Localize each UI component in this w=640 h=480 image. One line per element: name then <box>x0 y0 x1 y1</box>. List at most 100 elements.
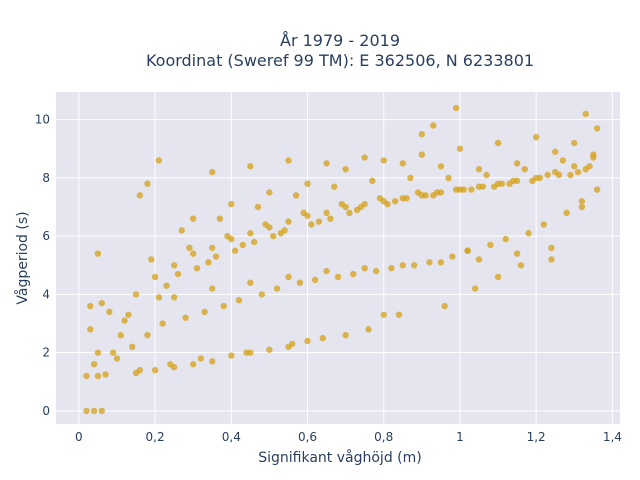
data-point <box>593 186 601 193</box>
data-point <box>403 195 410 202</box>
data-point <box>559 157 567 164</box>
data-point <box>102 371 109 378</box>
data-point <box>494 273 502 281</box>
data-point <box>365 326 372 333</box>
data-point <box>426 259 433 266</box>
data-point <box>407 174 414 182</box>
data-point <box>571 139 578 147</box>
data-point <box>235 297 243 304</box>
data-point <box>197 355 205 362</box>
data-points <box>83 104 601 415</box>
data-point <box>479 183 487 190</box>
data-point <box>327 215 334 222</box>
data-point <box>502 235 509 243</box>
data-point <box>87 326 94 333</box>
data-point <box>548 244 555 252</box>
data-point <box>372 267 380 275</box>
data-point <box>163 282 170 289</box>
data-point <box>189 361 197 368</box>
data-point <box>98 299 105 307</box>
data-point <box>170 262 178 269</box>
data-point <box>304 180 311 187</box>
data-point <box>125 311 132 318</box>
y-tick-label: 2 <box>42 346 50 360</box>
data-point <box>155 157 163 164</box>
x-tick-label: 0 <box>75 430 83 444</box>
x-tick-label: 0,6 <box>298 430 317 444</box>
data-point <box>83 407 90 415</box>
data-point <box>170 294 178 301</box>
data-point <box>571 163 578 170</box>
data-point <box>471 285 479 292</box>
data-point <box>380 157 387 164</box>
data-point <box>319 334 326 342</box>
data-point <box>132 369 140 377</box>
data-point <box>285 157 292 164</box>
data-point <box>98 407 105 415</box>
data-point <box>178 227 185 234</box>
data-point <box>460 186 467 193</box>
data-point <box>517 262 525 269</box>
data-point <box>254 203 262 211</box>
data-point <box>525 230 532 237</box>
y-tick-label: 10 <box>35 113 50 127</box>
data-point <box>475 256 483 263</box>
data-point <box>437 163 445 170</box>
data-point <box>155 294 163 301</box>
data-point <box>510 177 517 185</box>
data-point <box>247 349 254 356</box>
data-point <box>552 148 559 155</box>
data-point <box>414 189 422 196</box>
data-point <box>452 186 460 193</box>
data-point <box>209 285 216 292</box>
data-point <box>521 165 528 173</box>
data-point <box>338 200 346 208</box>
data-point <box>323 209 330 217</box>
data-point <box>144 331 151 339</box>
data-point <box>239 241 246 249</box>
data-point <box>94 349 102 356</box>
data-point <box>578 198 586 205</box>
data-point <box>247 230 254 237</box>
y-tick-label: 4 <box>42 287 50 301</box>
data-point <box>437 259 445 266</box>
data-point <box>247 163 254 170</box>
data-point <box>231 247 239 254</box>
data-point <box>182 314 189 321</box>
data-point <box>445 174 452 182</box>
data-point <box>193 264 201 272</box>
plot-area <box>56 92 620 424</box>
data-point <box>296 279 304 286</box>
data-point <box>258 291 265 298</box>
data-point <box>433 189 441 196</box>
data-point <box>498 180 506 187</box>
data-point <box>209 244 216 252</box>
data-point <box>452 104 460 112</box>
data-point <box>513 160 521 167</box>
data-point <box>189 250 197 257</box>
data-point <box>262 221 269 228</box>
data-point <box>201 308 208 316</box>
data-point <box>399 160 406 167</box>
data-point <box>117 331 124 339</box>
data-point <box>281 227 288 234</box>
chart-title-line-2: Koordinat (Sweref 99 TM): E 362506, N 62… <box>146 51 534 70</box>
data-point <box>369 177 376 185</box>
data-point <box>544 171 551 179</box>
data-point <box>159 320 166 327</box>
x-tick-label: 0,4 <box>222 430 241 444</box>
data-point <box>361 154 368 161</box>
data-point <box>422 192 429 199</box>
x-tick-label: 0,2 <box>146 430 165 444</box>
x-tick-label: 1 <box>456 430 464 444</box>
data-point <box>266 189 273 196</box>
data-point <box>483 171 490 179</box>
data-point <box>94 250 102 257</box>
data-point <box>350 270 357 278</box>
data-point <box>384 200 391 208</box>
data-point <box>285 273 292 281</box>
data-point <box>151 366 159 374</box>
data-point <box>388 264 395 272</box>
data-point <box>209 168 216 176</box>
